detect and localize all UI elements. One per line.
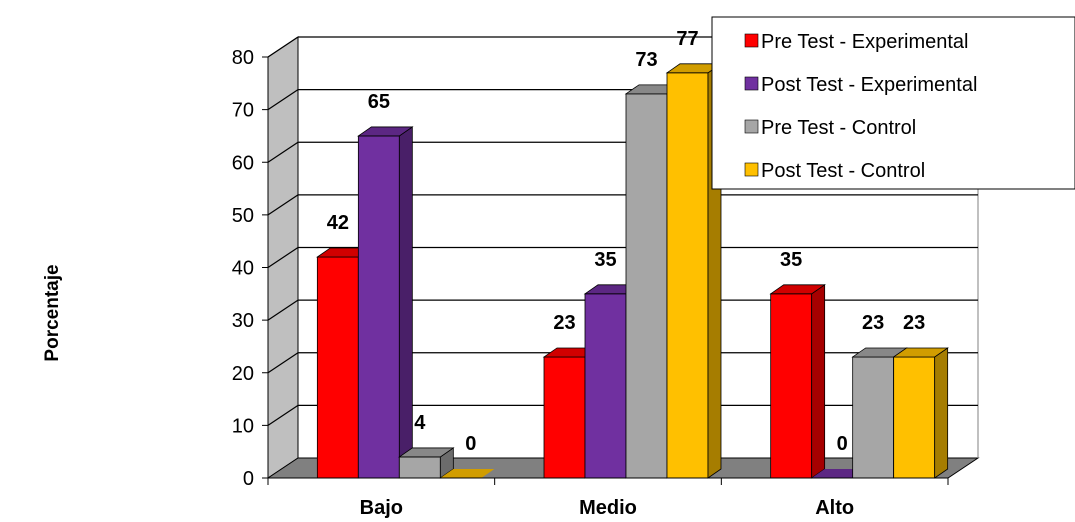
data-label: 23: [903, 312, 925, 334]
x-axis: Bajo Medio Alto: [267, 477, 949, 519]
y-tick-label: 20: [232, 363, 254, 385]
bar-front: [398, 456, 441, 479]
bar: [811, 469, 866, 478]
bar-front: [584, 293, 627, 479]
bar-front: [543, 356, 586, 479]
data-label: 35: [594, 249, 616, 271]
legend-swatch: [744, 33, 759, 48]
legend-swatch: [744, 119, 759, 134]
data-label: 0: [465, 433, 476, 455]
bar: [440, 469, 495, 478]
bars: [316, 63, 949, 479]
y-axis-label: Porcentaje: [42, 264, 63, 361]
bar-top: [769, 284, 826, 295]
gridline-side: [267, 404, 299, 426]
bar-top: [811, 469, 866, 478]
data-label: 0: [837, 433, 848, 455]
bar-front: [316, 256, 359, 479]
bar-top: [398, 447, 455, 458]
bar: [892, 347, 949, 479]
y-tick-label: 80: [232, 47, 254, 69]
y-tick-label: 30: [232, 310, 254, 332]
gridline-side: [267, 36, 299, 58]
x-tick-label: Alto: [815, 497, 854, 519]
legend-swatch: [744, 76, 759, 91]
bar: [769, 284, 826, 479]
data-label: 4: [414, 412, 426, 434]
legend-label: Pre Test - Experimental: [761, 31, 969, 53]
gridline-side: [267, 247, 299, 268]
data-label: 35: [780, 249, 802, 271]
legend-box: [711, 16, 1075, 190]
bar-front: [357, 135, 400, 479]
bar-side: [811, 284, 826, 479]
bar: [357, 126, 414, 479]
data-label: 23: [553, 312, 575, 334]
y-axis: 0 10 20 30 40 50 60 70 80: [232, 47, 269, 490]
data-label: 42: [327, 212, 349, 234]
data-label: 65: [368, 91, 390, 113]
y-tick-label: 40: [232, 258, 254, 280]
data-label: 77: [676, 28, 698, 50]
legend-swatch: [744, 162, 759, 177]
legend-label: Post Test - Experimental: [761, 74, 977, 96]
bar-top: [357, 126, 414, 137]
bar-top: [440, 469, 495, 478]
data-labels: 42 65 4 0 23 35 73 77 35 0 23 23: [327, 28, 926, 455]
bar: [398, 447, 455, 479]
bar-front: [852, 356, 895, 479]
gridline-side: [267, 194, 299, 216]
gridline-side: [267, 89, 299, 111]
bar-front: [893, 356, 936, 479]
x-tick-label: Medio: [579, 497, 637, 519]
bar-side: [934, 347, 949, 479]
y-tick-label: 60: [232, 152, 254, 174]
y-tick-label: 10: [232, 415, 254, 437]
legend: Pre Test - Experimental Post Test - Exper…: [711, 16, 1075, 190]
bar-front: [666, 72, 709, 479]
bar-front: [770, 293, 813, 479]
data-label: 23: [862, 312, 884, 334]
data-label: 73: [635, 49, 657, 71]
y-tick-label: 50: [232, 205, 254, 227]
y-tick-label: 70: [232, 100, 254, 122]
gridline-side: [267, 141, 299, 163]
legend-label: Post Test - Control: [761, 160, 925, 182]
gridline-side: [267, 352, 299, 374]
y-tick-label: 0: [243, 468, 254, 490]
bar-front: [625, 93, 668, 479]
bar-side: [398, 126, 413, 479]
legend-label: Pre Test - Control: [761, 117, 916, 139]
bar: [665, 63, 723, 479]
x-tick-label: Bajo: [360, 497, 403, 519]
gridline-side: [267, 299, 299, 321]
bar-top: [892, 347, 949, 358]
